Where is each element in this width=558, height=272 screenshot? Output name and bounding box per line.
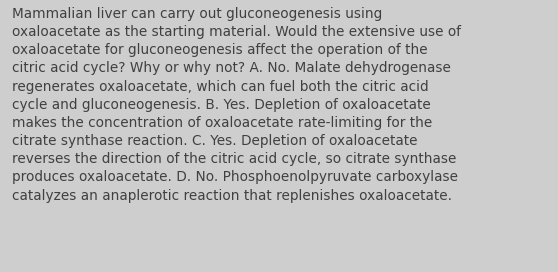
- Text: Mammalian liver can carry out gluconeogenesis using
oxaloacetate as the starting: Mammalian liver can carry out gluconeoge…: [12, 7, 461, 203]
